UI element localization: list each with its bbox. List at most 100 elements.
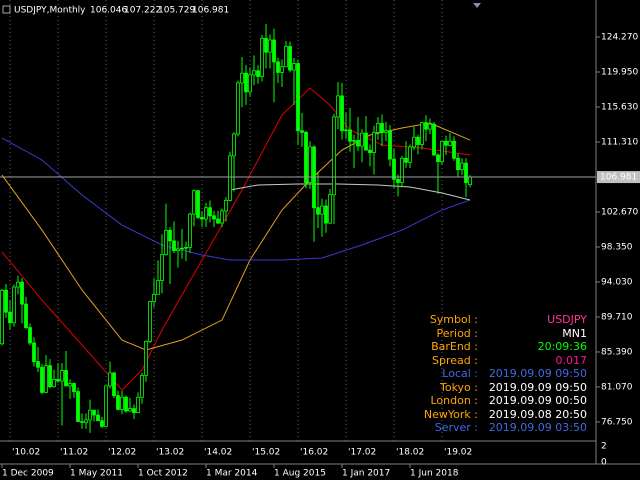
candle-body	[0, 289, 4, 345]
x-tick-label: 1 Oct 2012	[138, 469, 188, 479]
candle-body	[52, 379, 56, 388]
candle-body	[132, 408, 136, 414]
candle-body	[408, 146, 412, 163]
candle-body	[216, 218, 220, 224]
candle-body	[184, 246, 188, 249]
separator-label: '16.02	[300, 448, 328, 458]
header-high: 107.222	[124, 6, 161, 16]
candle-body	[268, 39, 272, 53]
candle-body	[192, 190, 196, 215]
info-value: 2019.09.09 03:50	[489, 421, 587, 434]
y-tick-label: 102.670	[601, 207, 638, 217]
y-tick-label: 111.310	[601, 137, 638, 147]
candle-body	[140, 374, 144, 398]
y-tick-label: 89.710	[601, 312, 633, 322]
x-tick-label: 1 Mar 2014	[206, 469, 258, 479]
info-label: Server :	[435, 421, 478, 434]
candle-body	[304, 131, 308, 183]
candle-body	[360, 132, 364, 147]
sub-tick-label: 2	[601, 442, 607, 452]
candle-body	[328, 194, 332, 224]
candle-body	[20, 281, 24, 305]
separator-label: '14.02	[204, 448, 232, 458]
candle-body	[16, 281, 20, 288]
info-panel: Symbol : USDJPY Period : MN1 BarEnd : 20…	[424, 313, 587, 434]
candle-body	[76, 391, 80, 422]
candle-body	[8, 311, 12, 324]
candle-body	[420, 122, 424, 145]
info-value: 2019.09.09 09:50	[489, 381, 587, 394]
candle-body	[356, 140, 360, 147]
candle-body	[424, 122, 428, 130]
candle-body	[244, 72, 248, 93]
separator-label: '17.02	[348, 448, 376, 458]
candle-body	[116, 395, 120, 410]
candle-body	[96, 414, 100, 422]
candle-body	[372, 131, 376, 154]
info-value: USDJPY	[547, 313, 587, 326]
candle-body	[64, 370, 68, 387]
candle-body	[468, 176, 472, 186]
candle-body	[396, 178, 400, 183]
candle-body	[164, 229, 168, 256]
candle-body	[256, 70, 260, 77]
candle-body	[232, 133, 236, 157]
candle-body	[384, 130, 388, 133]
x-tick-label: 1 Dec 2009	[2, 469, 54, 479]
candle-body	[80, 421, 84, 423]
candle-body	[288, 46, 292, 71]
candle-body	[464, 162, 468, 183]
separator-label: '15.02	[252, 448, 280, 458]
candle-body	[4, 289, 8, 313]
candle-body	[56, 379, 60, 382]
candle-body	[432, 123, 436, 156]
candle-body	[28, 327, 32, 344]
candle-body	[412, 136, 416, 148]
candle-body	[180, 247, 184, 250]
candle-body	[392, 158, 396, 180]
shift-marker	[473, 3, 481, 8]
candle-body	[204, 207, 208, 220]
candle-body	[128, 408, 132, 412]
info-label: Symbol :	[430, 313, 478, 326]
candle-body	[436, 154, 440, 162]
y-tick-label: 81.070	[601, 382, 633, 392]
candle-body	[24, 303, 28, 328]
candle-body	[172, 240, 176, 252]
info-label: NewYork :	[424, 408, 478, 421]
candle-body	[452, 140, 456, 159]
candle-body	[196, 190, 200, 218]
candle-body	[340, 95, 344, 132]
candle-body	[440, 140, 444, 162]
candle-body	[100, 420, 104, 427]
y-tick-label: 98.350	[601, 242, 633, 252]
plot-area	[0, 0, 596, 441]
y-tick-label: 124.270	[601, 33, 638, 43]
candle-body	[260, 37, 264, 77]
info-value: 0.017	[556, 354, 588, 367]
candle-body	[160, 254, 164, 281]
candle-body	[448, 140, 452, 146]
candle-body	[112, 372, 116, 397]
info-value: 2019.09.09 00:50	[489, 394, 587, 407]
candle-body	[368, 149, 372, 154]
candle-body	[148, 301, 152, 342]
chart-icon	[2, 5, 11, 14]
separator-label: '11.02	[60, 448, 88, 458]
moving-average	[1, 87, 471, 391]
separator-label: '18.02	[396, 448, 424, 458]
candle-body	[208, 207, 212, 217]
x-tick-label: 1 May 2011	[70, 469, 123, 479]
candle-body	[428, 123, 432, 130]
candle-body	[416, 136, 420, 145]
info-value: 2019.09.09 09:50	[489, 367, 587, 380]
candle-body	[104, 385, 108, 427]
candle-body	[300, 130, 304, 133]
candle-body	[36, 361, 40, 368]
candle-body	[280, 66, 284, 73]
candle-body	[108, 372, 112, 387]
info-label: Spread :	[432, 354, 478, 367]
candle-body	[144, 340, 148, 376]
candle-body	[364, 132, 368, 151]
